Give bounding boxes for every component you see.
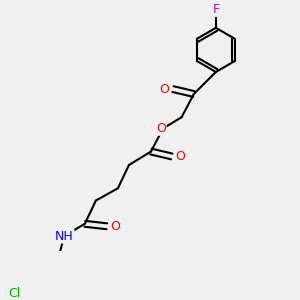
Text: NH: NH [55,230,74,243]
Text: F: F [212,3,219,16]
Text: O: O [160,82,170,96]
Text: O: O [176,150,185,163]
Text: Cl: Cl [8,286,20,300]
Text: O: O [156,122,166,135]
Text: O: O [110,220,120,233]
